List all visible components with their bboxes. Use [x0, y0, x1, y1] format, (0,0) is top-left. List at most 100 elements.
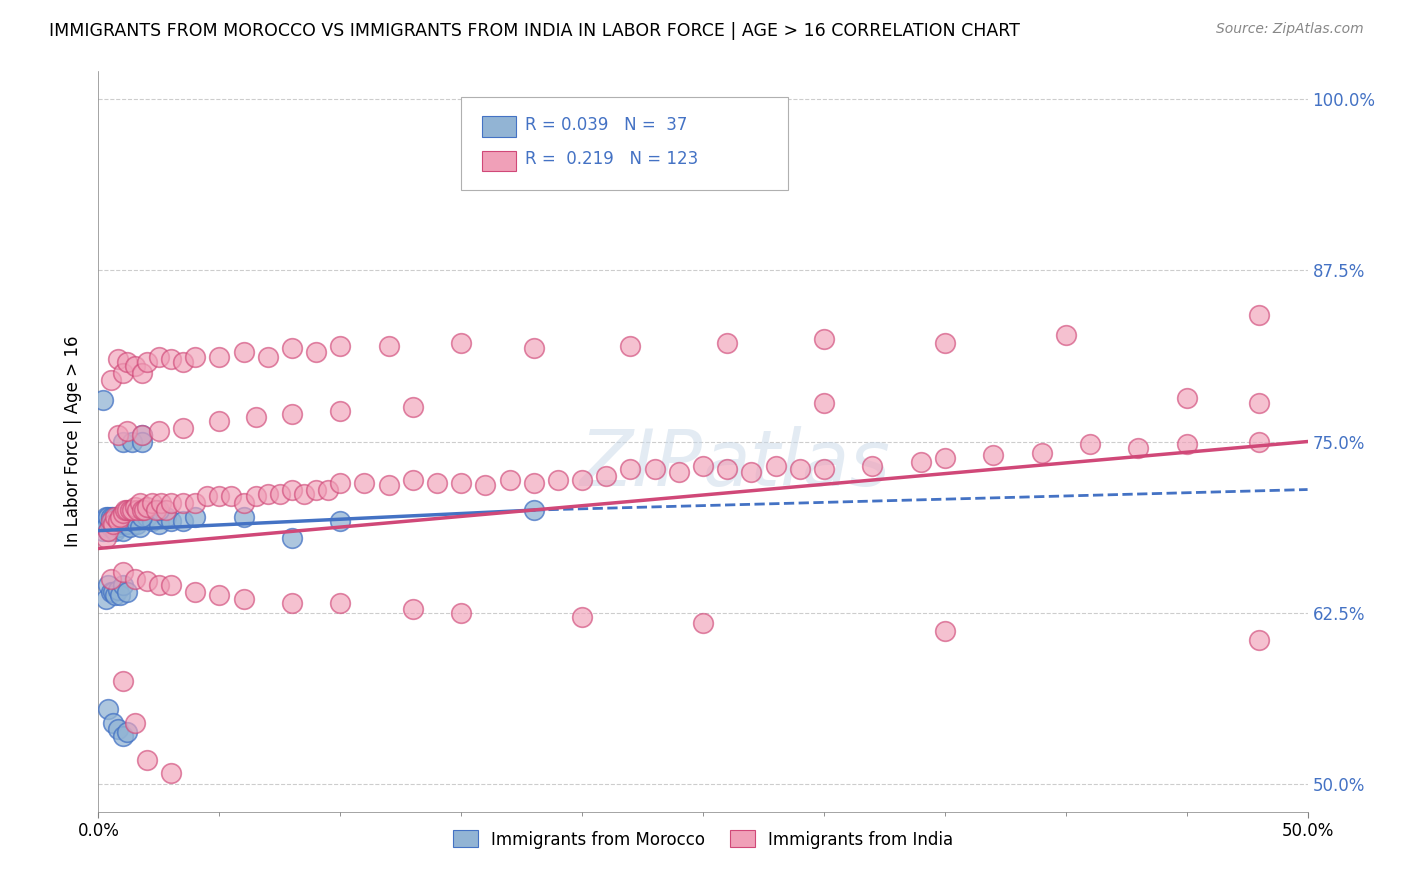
Point [860, 459, 883, 474]
Y-axis label: In Labor Force | Age > 16: In Labor Force | Age > 16 [65, 335, 83, 548]
Point [245, 409, 267, 424]
Point [107, 582, 129, 597]
Point [232, 345, 254, 359]
Text: R = 0.039   N =  37: R = 0.039 N = 37 [526, 116, 688, 134]
Point [765, 459, 787, 474]
Point [692, 615, 714, 630]
Point [148, 350, 170, 364]
Point [1078, 437, 1101, 451]
Point [131, 427, 153, 442]
Point [91, 524, 114, 538]
Point [329, 596, 352, 610]
Point [118, 519, 141, 533]
Point [97, 578, 120, 592]
Text: R =  0.219   N = 123: R = 0.219 N = 123 [526, 151, 699, 169]
Point [281, 596, 304, 610]
Point [523, 475, 546, 490]
Point [571, 610, 593, 624]
Point [547, 473, 569, 487]
Point [117, 585, 139, 599]
Point [232, 592, 254, 607]
Point [148, 424, 170, 438]
Point [107, 723, 129, 737]
Point [111, 506, 134, 520]
Point [121, 514, 143, 528]
Point [100, 510, 122, 524]
Point [813, 332, 835, 346]
Point [377, 478, 399, 492]
Point [256, 350, 278, 364]
Point [668, 465, 690, 479]
Point [523, 503, 546, 517]
Point [128, 496, 150, 510]
Point [101, 585, 124, 599]
Point [148, 516, 170, 531]
Point [94, 592, 117, 607]
Text: IMMIGRANTS FROM MOROCCO VS IMMIGRANTS FROM INDIA IN LABOR FORCE | AGE > 16 CORRE: IMMIGRANTS FROM MOROCCO VS IMMIGRANTS FR… [49, 22, 1021, 40]
Point [117, 725, 139, 739]
Point [329, 475, 352, 490]
Legend: Immigrants from Morocco, Immigrants from India: Immigrants from Morocco, Immigrants from… [446, 823, 960, 855]
Point [402, 401, 425, 415]
Point [329, 514, 352, 528]
Point [474, 478, 496, 492]
Point [111, 516, 134, 531]
Text: ZIP: ZIP [581, 425, 703, 502]
Point [101, 519, 124, 533]
Point [292, 486, 315, 500]
Point [195, 489, 218, 503]
Point [172, 496, 194, 510]
Point [111, 524, 134, 538]
Point [619, 338, 641, 352]
Point [377, 338, 399, 352]
Point [104, 524, 127, 538]
Point [111, 674, 134, 689]
Point [94, 519, 117, 533]
Point [813, 462, 835, 476]
Point [90, 516, 112, 531]
Point [107, 352, 129, 367]
Point [184, 510, 207, 524]
Point [1031, 445, 1053, 459]
FancyBboxPatch shape [461, 97, 787, 190]
Point [131, 510, 153, 524]
Point [208, 588, 231, 602]
Point [135, 510, 157, 524]
Point [118, 503, 141, 517]
Point [111, 434, 134, 449]
Point [619, 462, 641, 476]
Point [595, 468, 617, 483]
Point [232, 496, 254, 510]
Point [108, 510, 131, 524]
Point [221, 489, 243, 503]
Point [305, 483, 328, 497]
Point [91, 393, 114, 408]
Point [131, 366, 153, 380]
Point [1249, 633, 1271, 648]
Point [114, 514, 136, 528]
Point [160, 514, 183, 528]
Point [131, 434, 153, 449]
Point [172, 514, 194, 528]
Point [145, 503, 167, 517]
Point [111, 565, 134, 579]
Point [135, 500, 157, 515]
Point [184, 350, 207, 364]
Point [108, 510, 131, 524]
Point [100, 514, 122, 528]
Point [256, 486, 278, 500]
Point [97, 524, 120, 538]
Point [450, 335, 472, 350]
Point [160, 352, 183, 367]
Point [104, 588, 127, 602]
Point [281, 407, 304, 421]
Point [789, 462, 811, 476]
Point [111, 578, 134, 592]
Point [121, 503, 143, 517]
Point [100, 373, 122, 387]
Point [107, 510, 129, 524]
Point [498, 473, 520, 487]
Point [716, 462, 738, 476]
Point [97, 702, 120, 716]
Point [1249, 309, 1271, 323]
